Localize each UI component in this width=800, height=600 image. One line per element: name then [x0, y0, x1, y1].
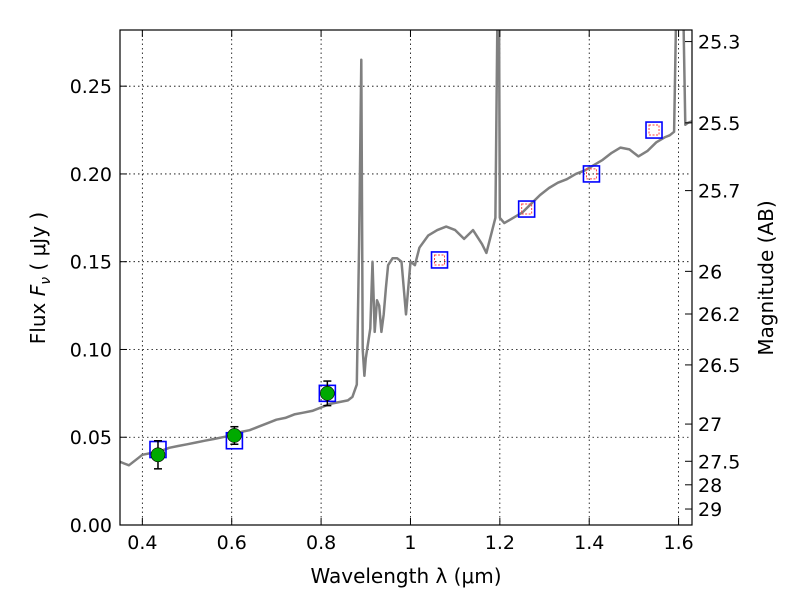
- right-tick-label: 29: [698, 499, 722, 521]
- model-photometry-square: [517, 200, 536, 218]
- y-axis-label-suffix: ( μJy ): [26, 212, 50, 277]
- x-tick-label: 0.8: [306, 532, 336, 554]
- x-tick-label: 0.6: [217, 532, 247, 554]
- x-tick-label: 1: [404, 532, 416, 554]
- right-tick-label: 27: [698, 414, 722, 436]
- y-tick-label: 0.20: [70, 164, 112, 186]
- y-axis-label-prefix: Flux: [26, 296, 50, 344]
- y-tick-label: 0.10: [70, 339, 112, 361]
- model-photometry-square: [645, 121, 663, 139]
- grid: [120, 30, 692, 526]
- y-axis-label-symbol: F: [26, 284, 50, 296]
- observed-photometry-point: [227, 428, 242, 443]
- ticks: 0.4 0.6 0.8 1 1.2 1.4 1.6 0.00 0.05 0.10 0.15 0.20 0…: [70, 30, 740, 554]
- right-tick-label: 25.7: [698, 181, 740, 203]
- right-axis-label: Magnitude (AB): [754, 200, 778, 355]
- right-tick-label: 25.3: [698, 32, 740, 54]
- right-tick-label: 27.5: [698, 451, 740, 473]
- data-layer: [120, 30, 692, 470]
- right-tick-label: 26.2: [698, 304, 740, 326]
- predicted-photometry-square: [434, 254, 446, 266]
- x-tick-label: 1.6: [663, 532, 693, 554]
- model-photometry-square: [582, 165, 601, 183]
- y-tick-label: 0.15: [70, 252, 112, 274]
- model-sed-line: [120, 30, 692, 467]
- x-axis-label: Wavelength λ (μm): [310, 564, 501, 588]
- right-tick-label: 26.5: [698, 355, 740, 377]
- x-tick-label: 1.4: [574, 532, 604, 554]
- y-tick-label: 0.25: [70, 76, 112, 98]
- y-axis-label: Flux Fν ( μJy ): [26, 212, 54, 344]
- right-tick-label: 28: [698, 475, 722, 497]
- right-tick-label: 26: [698, 261, 722, 283]
- y-tick-label: 0.05: [70, 427, 112, 449]
- observed-photometry-point: [320, 386, 335, 401]
- x-tick-label: 1.2: [485, 532, 515, 554]
- y-tick-label: 0.00: [70, 515, 112, 537]
- y-axis-label-subscript: ν: [38, 277, 54, 285]
- observed-photometry-point: [150, 447, 166, 463]
- predicted-photometry-square: [648, 124, 660, 136]
- predicted-photometry-square: [585, 168, 597, 180]
- right-tick-label: 25.5: [698, 113, 740, 135]
- model-photometry-square: [430, 251, 449, 269]
- plot-frame: [119, 29, 693, 526]
- predicted-photometry-square: [521, 203, 533, 215]
- x-tick-label: 0.4: [127, 532, 157, 554]
